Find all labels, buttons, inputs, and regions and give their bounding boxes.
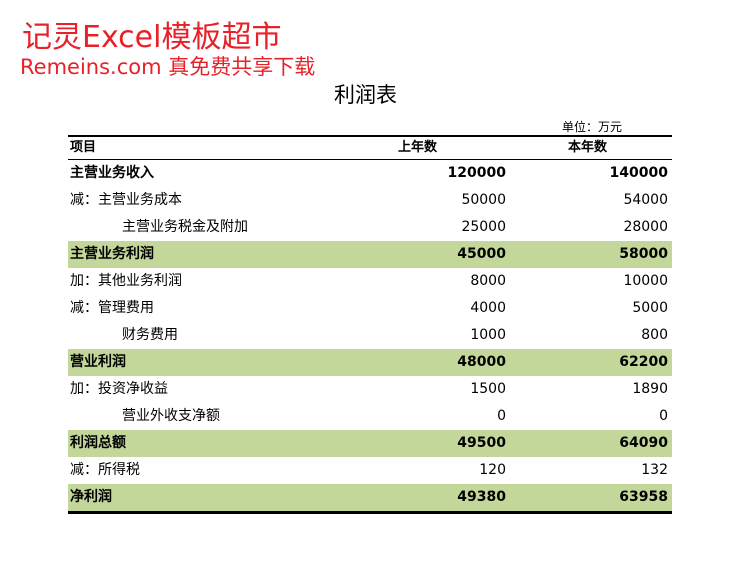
row-curr-value: 0 [659,408,668,424]
row-prev-value: 0 [497,408,506,424]
table-header-row: 项目 上年数 本年数 [68,137,672,160]
row-prev-value: 1000 [470,327,506,343]
row-prev-value: 48000 [457,354,506,370]
header-prev-year: 上年数 [398,140,438,155]
table-bottom-rule [68,511,672,514]
row-curr-value: 54000 [623,192,668,208]
row-label: 利润总额 [70,435,126,451]
table-row: 财务费用 1000 800 [68,322,672,349]
row-curr-value: 64090 [619,435,668,451]
row-curr-value: 58000 [619,246,668,262]
header-item: 项目 [70,140,97,155]
table-row: 加：其他业务利润 8000 10000 [68,268,672,295]
row-curr-value: 28000 [623,219,668,235]
row-prev-value: 120 [479,462,506,478]
row-label: 减：所得税 [70,462,140,478]
row-label: 主营业务利润 [70,246,154,262]
row-curr-value: 10000 [623,273,668,289]
table-row-highlight: 净利润 49380 63958 [68,484,672,511]
row-label: 减：主营业务成本 [70,192,182,208]
row-curr-value: 132 [641,462,668,478]
row-curr-value: 1890 [632,381,668,397]
row-label: 主营业务收入 [70,165,154,181]
table-row: 加：投资净收益 1500 1890 [68,376,672,403]
row-curr-value: 63958 [619,489,668,505]
row-label: 营业利润 [70,354,126,370]
row-curr-value: 140000 [609,165,668,181]
row-prev-value: 25000 [461,219,506,235]
row-curr-value: 62200 [619,354,668,370]
row-label: 加：投资净收益 [70,381,168,397]
page-title: 利润表 [334,83,397,107]
unit-label: 单位：万元 [562,120,623,134]
row-label: 减：管理费用 [70,300,154,316]
table-top-rule [68,135,672,137]
table-row: 营业外收支净额 0 0 [68,403,672,430]
table-row: 减：管理费用 4000 5000 [68,295,672,322]
table-row: 主营业务收入 120000 140000 [68,160,672,187]
row-label: 净利润 [70,489,112,505]
watermark-line-2: Remeins.com 真免费共享下载 [20,55,316,79]
row-prev-value: 8000 [470,273,506,289]
row-label: 财务费用 [122,327,178,343]
row-label: 营业外收支净额 [122,408,220,424]
watermark-line-1: 记灵Excel模板超市 [22,20,282,55]
row-prev-value: 4000 [470,300,506,316]
income-statement-table: 项目 上年数 本年数 主营业务收入 120000 140000 减：主营业务成本… [68,135,672,514]
row-prev-value: 49380 [457,489,506,505]
row-prev-value: 49500 [457,435,506,451]
table-row: 减：主营业务成本 50000 54000 [68,187,672,214]
row-label: 加：其他业务利润 [70,273,182,289]
row-prev-value: 120000 [447,165,506,181]
row-prev-value: 1500 [470,381,506,397]
header-curr-year: 本年数 [568,140,608,155]
table-row-highlight: 营业利润 48000 62200 [68,349,672,376]
row-curr-value: 5000 [632,300,668,316]
row-curr-value: 800 [641,327,668,343]
table-row: 减：所得税 120 132 [68,457,672,484]
table-row-highlight: 主营业务利润 45000 58000 [68,241,672,268]
row-prev-value: 50000 [461,192,506,208]
table-row: 主营业务税金及附加 25000 28000 [68,214,672,241]
row-label: 主营业务税金及附加 [122,219,248,235]
table-row-highlight: 利润总额 49500 64090 [68,430,672,457]
row-prev-value: 45000 [457,246,506,262]
